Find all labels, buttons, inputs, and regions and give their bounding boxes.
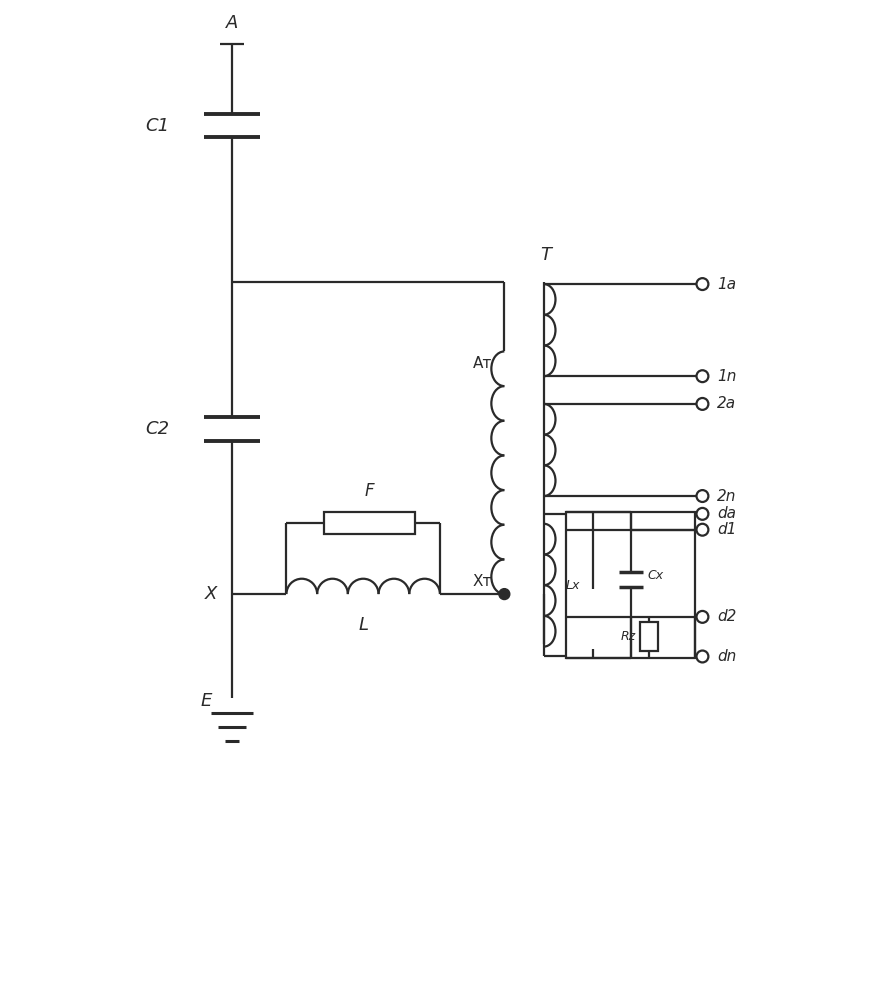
Bar [640,622,658,651]
Text: C1: C1 [146,117,169,135]
Circle shape [697,398,708,410]
Text: dn: dn [718,649,737,664]
Text: 2a: 2a [718,396,737,411]
Text: Cx: Cx [647,569,663,582]
Circle shape [697,611,708,623]
Text: 1n: 1n [718,369,737,384]
Bar [566,512,695,658]
Text: Xᴛ: Xᴛ [473,574,492,589]
Text: X: X [205,585,217,603]
Bar [324,512,416,534]
Text: d2: d2 [718,609,737,624]
Text: Rz: Rz [621,630,636,643]
Text: 2n: 2n [718,489,737,504]
Text: Aᴛ: Aᴛ [473,356,492,371]
Text: Lx: Lx [565,579,580,592]
Text: L: L [358,616,368,634]
Text: T: T [540,246,552,264]
Text: F: F [365,482,375,500]
Text: da: da [718,506,736,521]
Circle shape [498,589,510,600]
Circle shape [697,524,708,536]
Text: 1a: 1a [718,277,737,292]
Circle shape [697,490,708,502]
Circle shape [697,651,708,662]
Circle shape [697,370,708,382]
Text: E: E [201,692,212,710]
Text: A: A [226,14,238,32]
Circle shape [697,278,708,290]
Text: C2: C2 [146,420,169,438]
Circle shape [697,508,708,520]
Text: d1: d1 [718,522,737,537]
